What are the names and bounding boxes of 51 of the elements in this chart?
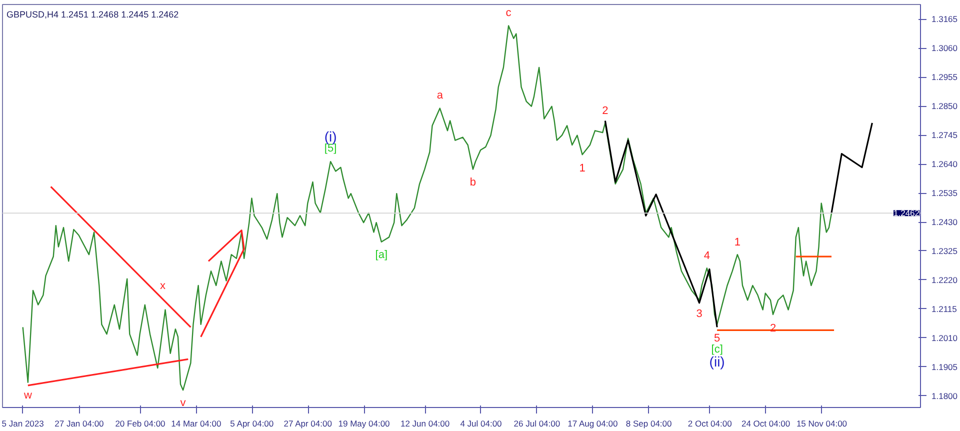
line-series (830, 122, 873, 214)
y-tick-label: 1.2745 (932, 130, 958, 140)
x-tick-label: 8 Sep 04:00 (626, 418, 672, 428)
x-tick-label: 15 Nov 04:00 (796, 418, 848, 428)
annotation: 1 (734, 236, 740, 249)
line-series (22, 25, 832, 391)
y-tick-label: 1.1905 (932, 362, 958, 372)
x-tick-label: 19 May 04:00 (338, 418, 390, 428)
x-tick-label: 5 Jan 2023 (2, 418, 44, 428)
y-tick-label: 1.2115 (932, 304, 958, 314)
x-tick-label: 4 Jul 04:00 (460, 418, 502, 428)
annotation: c (506, 6, 512, 19)
x-tick-label: 24 Oct 04:00 (741, 418, 790, 428)
y-tick-label: 1.2430 (932, 217, 958, 228)
x-tick-label: 27 Apr 04:00 (284, 418, 332, 428)
x-tick-label: 17 Aug 04:00 (568, 418, 618, 428)
annotation: 4 (704, 250, 710, 262)
y-tick-label: 1.2850 (932, 101, 958, 112)
x-tick-label: 5 Apr 04:00 (230, 418, 274, 428)
annotation: a (436, 89, 444, 102)
x-tick-label: 20 Feb 04:00 (115, 418, 166, 428)
annotation: 5 (714, 332, 720, 344)
annotation: w (22, 389, 32, 402)
y-tick-label: 1.3060 (932, 43, 958, 54)
y-tick-label: 1.2010 (932, 332, 958, 343)
y-tick-label: 1.1800 (932, 390, 958, 401)
annotation: 2 (602, 104, 608, 117)
line-series (200, 229, 245, 338)
x-tick-label: 27 Jan 04:00 (54, 418, 104, 428)
x-tick-label: 14 Mar 04:00 (171, 418, 222, 428)
annotation: 3 (696, 308, 702, 320)
annotation: x (160, 280, 166, 292)
text: GBPUSD,H4 1.2451 1.2468 1.2445 1.2462 (6, 10, 179, 20)
annotation: (i) (324, 128, 337, 145)
annotation: b (470, 176, 476, 188)
x-tick-label: 12 Jun 04:00 (400, 418, 450, 428)
annotation: v (180, 397, 186, 410)
y-tick-label: 1.3165 (932, 14, 958, 24)
ref-line-label: 1.2462 (894, 208, 920, 218)
line-series (604, 120, 718, 328)
x-tick-label: 2 Oct 04:00 (688, 418, 732, 428)
y-tick-label: 1.2640 (932, 159, 958, 170)
y-tick-label: 1.2535 (932, 188, 958, 198)
y-tick-label: 1.2955 (932, 72, 958, 82)
y-tick-label: 1.2220 (932, 274, 958, 285)
annotation: [a] (375, 248, 388, 261)
y-tick-label: 1.2325 (932, 246, 958, 256)
annotation: [5] (324, 142, 337, 155)
annotation: 1 (579, 162, 586, 175)
x-tick-label: 26 Jul 04:00 (514, 418, 560, 428)
annotation: [c] (711, 343, 723, 356)
